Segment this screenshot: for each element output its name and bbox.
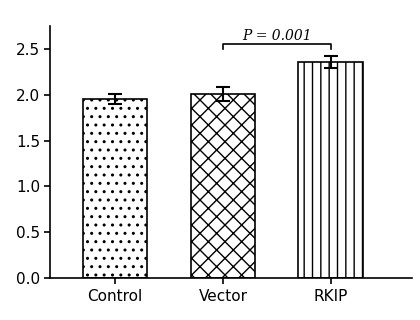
Bar — [191, 94, 255, 278]
Text: P = 0.001: P = 0.001 — [242, 29, 312, 43]
Bar — [83, 99, 147, 278]
Bar — [298, 62, 363, 278]
